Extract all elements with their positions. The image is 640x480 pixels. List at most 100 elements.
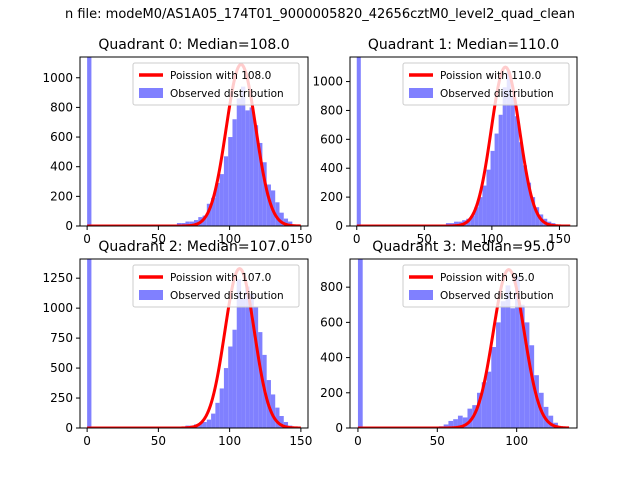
y-tick-label: 800 xyxy=(320,103,343,117)
x-tick-label: 150 xyxy=(289,434,312,448)
histogram-bar xyxy=(87,259,92,428)
plot-area xyxy=(86,57,302,226)
histogram-bar xyxy=(249,107,254,226)
x-tick-label: 0 xyxy=(83,232,91,246)
histogram-bar xyxy=(245,110,250,226)
y-tick-label: 400 xyxy=(50,160,73,174)
histogram-bar xyxy=(496,322,501,428)
histogram-bar xyxy=(236,98,242,226)
legend-swatch-hist xyxy=(409,290,433,300)
x-tick-label: 100 xyxy=(218,232,241,246)
x-tick-label: 150 xyxy=(289,232,312,246)
histogram-bar xyxy=(476,392,482,428)
histogram-bar xyxy=(223,156,229,226)
y-tick-label: 500 xyxy=(50,361,73,375)
y-tick-label: 1250 xyxy=(42,271,73,285)
histogram-bar xyxy=(228,137,233,226)
legend-label-fit: Poission with 110.0 xyxy=(440,70,541,82)
y-tick-label: 250 xyxy=(50,391,73,405)
histogram-bar xyxy=(454,221,459,226)
legend-label-fit: Poission with 95.0 xyxy=(440,272,535,284)
axes-frame xyxy=(79,56,309,227)
subplot-title: Quadrant 0: Median=108.0 xyxy=(98,37,289,53)
histogram-bar xyxy=(211,197,216,226)
histogram-bar xyxy=(443,424,449,428)
histogram-bar xyxy=(198,423,203,428)
histogram-bar xyxy=(514,116,519,226)
histogram-bar xyxy=(262,162,267,226)
legend: Poission with 95.0 Observed distribution xyxy=(402,264,570,308)
y-tick-label: 0 xyxy=(335,421,343,435)
histogram-bar xyxy=(258,332,263,428)
legend-box xyxy=(402,62,570,106)
y-tick-label: 0 xyxy=(65,421,73,435)
histogram-bar xyxy=(548,415,554,428)
x-tick-label: 50 xyxy=(151,232,166,246)
x-tick-label: 50 xyxy=(151,434,166,448)
subplot-quadrant-0: 0 50 100 150 0 200 400 600 800 1000 Quadrant 0: Me… xyxy=(42,37,312,246)
histogram-bar xyxy=(258,142,263,226)
histogram-bar xyxy=(518,142,523,226)
subplot-quadrant-3: 0 50 100 0 200 400 600 800 Quadrant 3: Median=95… xyxy=(320,239,578,448)
histogram-bar xyxy=(524,322,530,428)
legend: Poission with 110.0 Observed distribution xyxy=(402,62,570,106)
figure-suptitle: n file: modeM0/AS1A05_174T01_9000005820_… xyxy=(65,7,575,22)
histogram-bar xyxy=(448,420,454,428)
y-tick-label: 400 xyxy=(320,161,343,175)
histogram-bar xyxy=(535,207,540,226)
histogram-bar xyxy=(486,169,491,226)
histogram-bar xyxy=(457,415,463,428)
histogram-bar xyxy=(241,86,246,226)
legend-box xyxy=(402,264,570,308)
histogram-bar xyxy=(505,285,511,428)
subplot-quadrant-2: 0 50 100 150 0 250 500 750 1000 1250 Quadrant 2: M… xyxy=(42,239,312,448)
histogram-bar xyxy=(266,184,271,226)
histogram-bar xyxy=(506,71,511,226)
histogram-bar xyxy=(215,402,220,428)
y-tick-label: 200 xyxy=(50,189,73,203)
histogram-bar xyxy=(288,221,293,226)
axes-frame xyxy=(79,258,309,429)
histogram-bar xyxy=(223,368,229,428)
histogram-bar xyxy=(478,197,483,226)
histogram-bar xyxy=(529,345,535,428)
plot-area xyxy=(355,57,572,226)
y-tick-label: 750 xyxy=(50,331,73,345)
y-tick-label: 0 xyxy=(65,219,73,233)
histogram-bar xyxy=(206,419,212,428)
plot-area xyxy=(86,259,302,428)
y-tick-label: 200 xyxy=(320,386,343,400)
y-tick-label: 600 xyxy=(50,130,73,144)
subplot-title: Quadrant 3: Median=95.0 xyxy=(372,239,554,255)
histogram-bar xyxy=(215,183,220,226)
histogram-bar xyxy=(236,279,242,428)
histogram-bar xyxy=(228,346,233,428)
legend-label-hist: Observed distribution xyxy=(170,88,284,100)
legend-label-hist: Observed distribution xyxy=(170,290,284,302)
histogram-bar xyxy=(494,133,499,226)
histogram-bar xyxy=(185,221,190,226)
histogram-bar xyxy=(490,150,495,226)
histogram-bar xyxy=(253,125,259,226)
histogram-bar xyxy=(474,207,479,226)
legend-swatch-hist xyxy=(139,290,163,300)
legend-label-fit: Poission with 108.0 xyxy=(170,70,271,82)
x-tick-label: 50 xyxy=(430,434,445,448)
y-tick-label: 1000 xyxy=(42,71,73,85)
histogram-bar xyxy=(502,87,507,226)
histogram-bar xyxy=(510,308,516,428)
x-tick-label: 100 xyxy=(218,434,241,448)
x-tick-label: 0 xyxy=(83,434,91,448)
subplot-quadrant-1: 0 50 100 150 0 200 400 600 800 1000 Quadrant 1: Me… xyxy=(312,37,578,246)
y-tick-label: 800 xyxy=(320,280,343,294)
histogram-bar xyxy=(482,185,487,226)
histogram-bar xyxy=(87,57,92,226)
x-tick-label: 0 xyxy=(353,232,361,246)
histogram-bar xyxy=(253,306,259,428)
y-tick-label: 1000 xyxy=(312,75,343,89)
histogram-bar xyxy=(275,202,280,226)
y-tick-label: 600 xyxy=(320,132,343,146)
histogram-bar xyxy=(283,218,289,226)
subplot-title: Quadrant 1: Median=110.0 xyxy=(368,37,559,53)
